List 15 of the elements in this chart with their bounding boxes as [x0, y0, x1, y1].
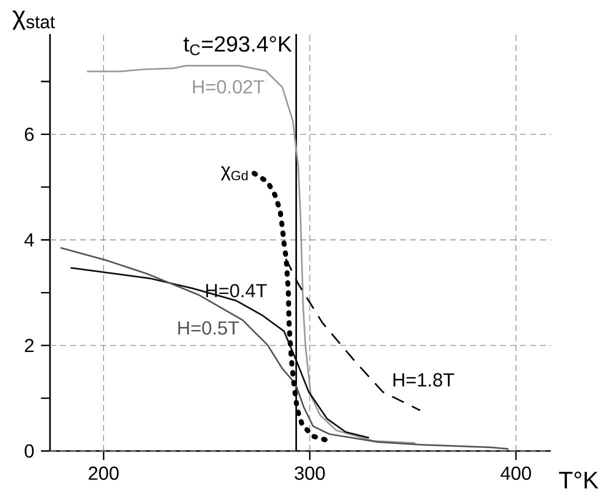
- x-axis-title: T°K: [559, 472, 598, 488]
- x-tick-label: 400: [500, 466, 531, 480]
- series-label: H=0.5T: [178, 321, 239, 335]
- x-tick-label: 300: [294, 466, 325, 480]
- series-label: H=0.4T: [206, 284, 267, 298]
- series-label: χ$_{Gd}$: [220, 166, 248, 180]
- x-tick-label: 200: [88, 466, 119, 480]
- y-tick-label: 6: [24, 128, 34, 141]
- y-tick-label: 0: [24, 444, 34, 458]
- series-label: H=1.8T: [394, 373, 454, 387]
- y-tick-label: 4: [24, 233, 34, 246]
- y-tick-label: 2: [24, 338, 34, 352]
- series-label: H=0.02T: [193, 80, 264, 94]
- y-axis-title: χ$_{stat}$: [12, 10, 55, 30]
- ref-line-label: t$_{C}$=293.4°K: [184, 36, 292, 56]
